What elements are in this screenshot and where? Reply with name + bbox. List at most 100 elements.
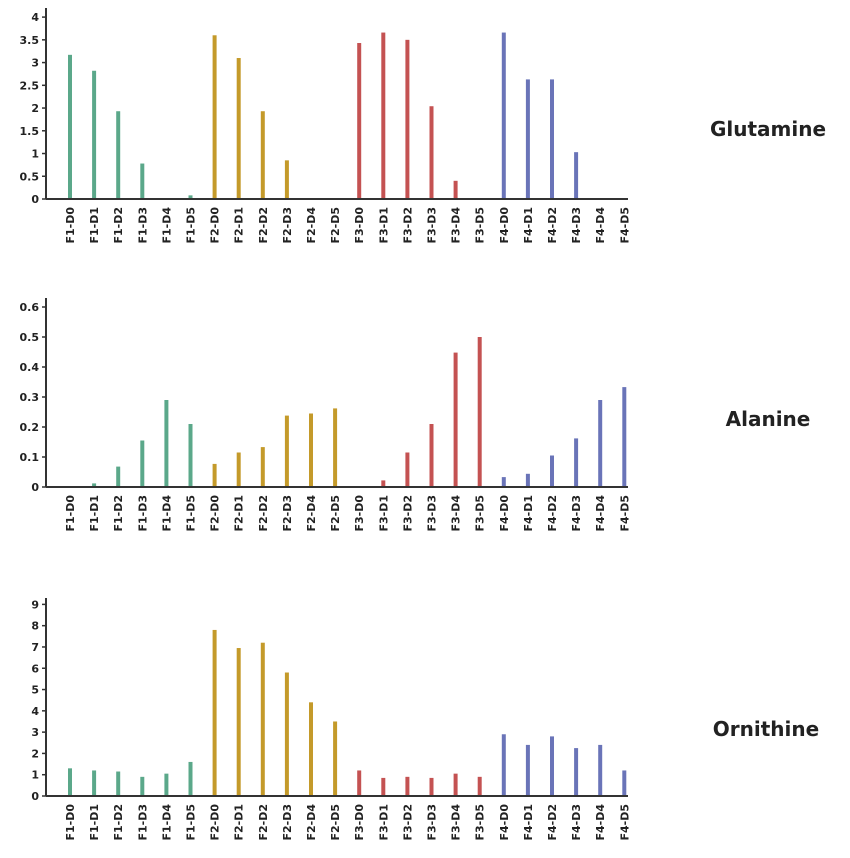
x-tick-label: F1-D4 xyxy=(160,495,173,532)
x-tick-label: F3-D3 xyxy=(426,495,439,532)
bar xyxy=(405,776,410,796)
y-tick-label: 0 xyxy=(31,481,39,494)
x-tick-label: F4-D2 xyxy=(546,207,559,244)
bar xyxy=(140,440,145,487)
x-tick-label: F3-D5 xyxy=(474,207,487,244)
bar xyxy=(525,79,530,199)
bar xyxy=(333,721,338,796)
y-tick-label: 4 xyxy=(31,705,39,718)
bar xyxy=(598,744,603,796)
x-tick-label: F3-D5 xyxy=(474,804,487,841)
x-tick-label: F2-D0 xyxy=(209,804,222,841)
bar xyxy=(116,111,121,199)
x-tick-label: F1-D2 xyxy=(112,804,125,841)
x-tick-label: F4-D4 xyxy=(594,207,607,244)
bar xyxy=(429,106,434,199)
chart-title: Alanine xyxy=(726,407,811,431)
x-tick-label: F2-D5 xyxy=(329,207,342,244)
y-tick-label: 0.1 xyxy=(20,451,40,464)
y-tick-label: 0.5 xyxy=(20,170,40,183)
y-tick-label: 0.2 xyxy=(20,421,40,434)
bar xyxy=(453,180,458,199)
x-tick-label: F1-D5 xyxy=(185,495,198,532)
bar xyxy=(525,473,530,487)
x-tick-label: F1-D0 xyxy=(64,804,77,841)
x-tick-label: F2-D1 xyxy=(233,495,246,532)
y-tick-label: 3 xyxy=(31,57,39,70)
y-tick-label: 2 xyxy=(31,102,39,115)
bar xyxy=(92,70,97,199)
bar xyxy=(164,400,169,487)
bar xyxy=(188,761,193,796)
bar xyxy=(188,195,193,199)
y-tick-label: 0.3 xyxy=(20,391,40,404)
y-tick-label: 2.5 xyxy=(20,79,40,92)
bar xyxy=(598,400,603,487)
bar xyxy=(429,777,434,796)
x-tick-label: F4-D4 xyxy=(594,495,607,532)
bar xyxy=(477,776,482,796)
x-tick-label: F1-D2 xyxy=(112,495,125,532)
bar xyxy=(68,54,72,199)
bar xyxy=(550,79,554,199)
bar xyxy=(260,642,265,796)
x-tick-label: F2-D0 xyxy=(209,207,222,244)
x-tick-label: F4-D4 xyxy=(594,804,607,841)
y-tick-label: 1 xyxy=(31,148,39,161)
bar xyxy=(212,629,217,796)
bar xyxy=(309,413,313,487)
bar xyxy=(622,387,627,487)
bar xyxy=(622,770,627,796)
bar xyxy=(164,773,169,796)
bar xyxy=(140,776,145,796)
bar xyxy=(309,702,313,796)
x-tick-label: F1-D2 xyxy=(112,207,125,244)
bar xyxy=(405,39,410,200)
bar xyxy=(550,736,554,796)
x-tick-label: F2-D2 xyxy=(257,804,270,841)
x-tick-label: F3-D1 xyxy=(377,804,390,841)
x-tick-label: F1-D4 xyxy=(160,804,173,841)
y-tick-label: 9 xyxy=(31,598,39,611)
bar xyxy=(501,477,506,487)
bar xyxy=(212,463,217,487)
bar xyxy=(236,452,241,487)
x-tick-label: F3-D2 xyxy=(401,207,414,244)
bar xyxy=(236,58,241,200)
x-tick-label: F1-D0 xyxy=(64,207,77,244)
x-tick-label: F4-D5 xyxy=(618,804,631,841)
x-tick-label: F4-D0 xyxy=(498,495,511,532)
x-tick-label: F3-D4 xyxy=(450,207,463,244)
x-tick-label: F3-D0 xyxy=(353,495,366,532)
x-tick-label: F1-D5 xyxy=(185,804,198,841)
chart-title: Ornithine xyxy=(713,717,819,741)
x-tick-label: F2-D4 xyxy=(305,207,318,244)
bar xyxy=(260,447,265,487)
x-tick-label: F3-D1 xyxy=(377,207,390,244)
x-tick-label: F2-D3 xyxy=(281,207,294,244)
x-tick-label: F3-D0 xyxy=(353,207,366,244)
y-tick-label: 0.5 xyxy=(20,331,40,344)
bar xyxy=(453,773,458,796)
x-tick-label: F4-D3 xyxy=(570,495,583,532)
bar xyxy=(284,672,289,796)
x-tick-label: F3-D1 xyxy=(377,495,390,532)
x-tick-label: F4-D1 xyxy=(522,207,535,244)
y-tick-label: 6 xyxy=(31,662,39,675)
x-tick-label: F1-D4 xyxy=(160,207,173,244)
x-tick-label: F2-D2 xyxy=(257,207,270,244)
x-tick-label: F2-D1 xyxy=(233,207,246,244)
bar xyxy=(525,744,530,796)
bar xyxy=(405,452,410,487)
x-tick-label: F4-D5 xyxy=(618,495,631,532)
bar xyxy=(429,424,434,487)
y-tick-label: 4 xyxy=(31,11,39,24)
bar xyxy=(550,455,554,487)
x-tick-label: F3-D3 xyxy=(426,804,439,841)
x-tick-label: F1-D1 xyxy=(88,495,101,532)
bar xyxy=(574,748,579,796)
y-tick-label: 8 xyxy=(31,620,39,633)
x-tick-label: F3-D4 xyxy=(450,495,463,532)
bar xyxy=(92,483,97,487)
